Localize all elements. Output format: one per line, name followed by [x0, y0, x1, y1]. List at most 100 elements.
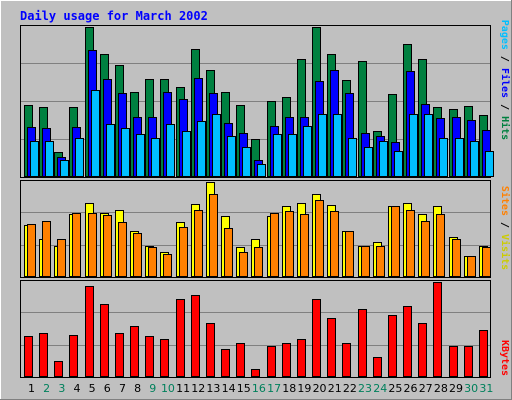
day-label: 8 — [134, 382, 141, 395]
kbytes-bar — [403, 306, 412, 377]
day-label: 22 — [343, 382, 357, 395]
sites-bar — [42, 221, 51, 277]
sites-bar — [239, 252, 248, 277]
sites-bar — [88, 213, 97, 277]
kbytes-bar — [191, 295, 200, 377]
kbytes-bar — [54, 361, 63, 377]
day-label: 26 — [404, 382, 418, 395]
day-label: 30 — [464, 382, 478, 395]
pages-bar — [394, 151, 403, 177]
kbytes-bar — [115, 333, 124, 377]
day-label: 12 — [191, 382, 205, 395]
sites-bar — [391, 206, 400, 277]
kbytes-bar — [433, 282, 442, 377]
pages-bar — [364, 147, 373, 177]
sites-bar — [315, 200, 324, 277]
sites-bar — [194, 210, 203, 277]
pages-bar — [409, 114, 418, 177]
kbytes-bar — [464, 346, 473, 377]
kbytes-bar — [206, 323, 215, 377]
sites-bar — [224, 228, 233, 277]
sites-bar — [376, 246, 385, 277]
kbytes-bar — [69, 335, 78, 377]
sites-bar — [118, 222, 127, 277]
kbytes-bar — [160, 339, 169, 377]
legend-visits: Visits — [499, 234, 511, 270]
day-label: 29 — [449, 382, 463, 395]
day-label: 18 — [282, 382, 296, 395]
kbytes-bar — [373, 357, 382, 377]
legend-separator: / — [499, 216, 510, 234]
kbytes-bar — [130, 326, 139, 377]
day-label: 10 — [161, 382, 175, 395]
kbytes-bar — [100, 304, 109, 377]
kbytes-bar — [145, 336, 154, 377]
day-label: 17 — [267, 382, 281, 395]
pages-bar — [303, 126, 312, 177]
sites-bar — [72, 213, 81, 277]
pages-bar — [91, 90, 100, 177]
pages-bar — [30, 141, 39, 177]
sites-bar — [133, 233, 142, 277]
pages-bar — [257, 164, 266, 177]
pages-bar — [136, 134, 145, 177]
day-label: 20 — [313, 382, 327, 395]
hits-panel-legend: Pages / Files / Hits — [499, 20, 511, 140]
legend-hits: Hits — [499, 116, 511, 140]
pages-bar — [333, 114, 342, 177]
kbytes-bar — [358, 309, 367, 377]
sites-bar — [209, 194, 218, 277]
sites-bar — [330, 211, 339, 277]
day-label: 13 — [206, 382, 220, 395]
day-label: 28 — [434, 382, 448, 395]
sites-bar — [452, 239, 461, 277]
kbytes-bar — [388, 315, 397, 377]
day-label: 21 — [328, 382, 342, 395]
sites-bar — [406, 210, 415, 277]
day-label: 16 — [252, 382, 266, 395]
kbytes-bar — [312, 299, 321, 377]
pages-bar — [439, 138, 448, 177]
pages-bar — [212, 114, 221, 177]
chart-title: Daily usage for March 2002 — [20, 9, 208, 23]
plot-area — [20, 280, 491, 378]
pages-bar — [45, 141, 54, 177]
day-label: 15 — [237, 382, 251, 395]
kbytes-bar — [176, 299, 185, 377]
day-label: 4 — [73, 382, 80, 395]
kbytes-panel: 27407 KBytes — [19, 280, 510, 378]
sites-bar — [270, 213, 279, 277]
day-label: 25 — [388, 382, 402, 395]
pages-bar — [348, 138, 357, 177]
pages-bar — [75, 138, 84, 177]
pages-bar — [182, 131, 191, 177]
legend-kbytes: KBytes — [499, 340, 510, 376]
kbytes-bar — [267, 346, 276, 377]
sites-bar — [254, 247, 263, 277]
day-label: 24 — [373, 382, 387, 395]
pages-bar — [197, 121, 206, 177]
sites-bar — [148, 247, 157, 277]
kbytes-bar — [39, 333, 48, 377]
kbytes-bar — [236, 343, 245, 377]
pages-bar — [273, 134, 282, 177]
pages-bar — [60, 160, 69, 177]
pages-bar — [455, 138, 464, 177]
legend-pages: Pages — [499, 20, 510, 50]
day-label: 5 — [89, 382, 96, 395]
legend-separator: / — [499, 50, 510, 68]
day-label: 31 — [479, 382, 493, 395]
sites-bar — [345, 231, 354, 277]
day-label: 11 — [176, 382, 190, 395]
sites-bar — [27, 224, 36, 277]
legend-sites: Sites — [499, 186, 511, 216]
day-label: 19 — [297, 382, 311, 395]
pages-bar — [379, 141, 388, 177]
pages-bar — [242, 147, 251, 177]
sites-bar — [467, 256, 476, 277]
kbytes-bar — [297, 339, 306, 377]
day-label: 1 — [28, 382, 35, 395]
sites-bar — [163, 254, 172, 277]
pages-bar — [424, 114, 433, 177]
